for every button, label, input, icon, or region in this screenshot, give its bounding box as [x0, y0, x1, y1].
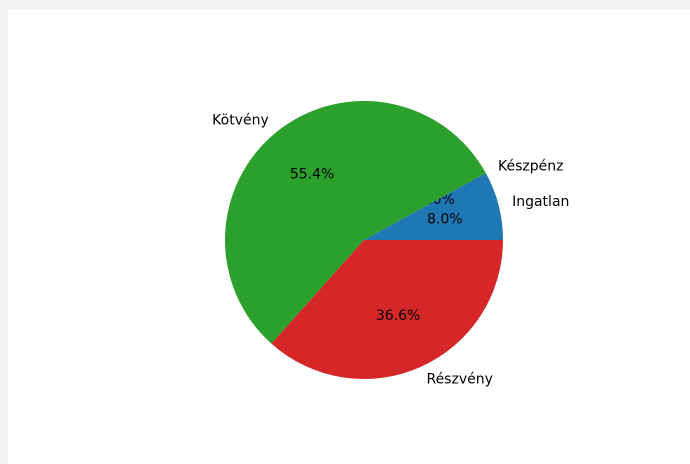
slice-pct-reszveny: 36.6%: [376, 308, 420, 324]
pie-slice-kotveny: [224, 100, 486, 344]
slice-pct-ingatlan: 8.0%: [427, 211, 463, 227]
slice-label-kotveny: Kötvény: [212, 112, 269, 128]
pie-slice-reszveny: [271, 240, 503, 380]
slice-pct-kotveny: 55.4%: [290, 167, 334, 183]
slice-label-ingatlan: Ingatlan: [512, 194, 569, 210]
pie-slice-ingatlan: [364, 173, 503, 240]
slice-label-keszpenz: Készpénz: [498, 158, 563, 174]
slice-label-reszveny: Részvény: [426, 372, 492, 388]
